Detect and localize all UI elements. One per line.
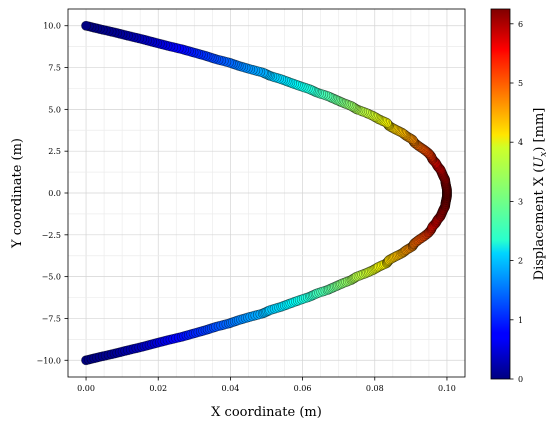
y-tick-label: 2.5 [48,147,61,156]
x-tick-label: 0.04 [222,384,240,393]
colorbar-title-suffix: ) [mm] [532,108,547,152]
colorbar-ticks: 0 1 2 3 4 5 6 [510,20,523,384]
y-tick-label: 10.0 [43,22,61,31]
scatter-points [81,20,452,366]
colorbar-tick-label: 5 [518,79,523,88]
colorbar-tick-label: 4 [518,138,523,147]
colorbar-title-subscript: x [539,152,549,157]
colorbar-bar [490,8,511,380]
y-tick-label: −2.5 [42,231,61,240]
colorbar-tick-label: 3 [518,197,523,206]
colorbar-title-text: Displacement X ( [532,168,547,281]
y-tick-label: 5.0 [48,105,61,114]
scatter-point [81,20,91,31]
x-tick-label: 0.06 [294,384,312,393]
colorbar-tick-label: 6 [518,20,523,29]
x-tick-label: 0.08 [366,384,384,393]
colorbar-tick-label: 2 [518,257,523,266]
y-tick-label: −5.0 [42,273,61,282]
colorbar-tick-label: 1 [518,316,523,325]
x-axis-title: X coordinate (m) [211,405,322,420]
y-tick-label: 0.0 [48,189,61,198]
colorbar-title: Displacement X (Ux) [mm] [532,108,549,281]
colorbar-tick-label: 0 [518,375,523,384]
colorbar: 0 1 2 3 4 5 6 Displacement X (Ux) [mm] [490,8,549,384]
y-axis-title: Y coordinate (m) [10,138,25,249]
plot-area: 0.00 0.02 0.04 0.06 0.08 0.10 10.0 7.5 5.0 2.5 0.… [36,8,466,393]
x-tick-label: 0.00 [77,384,95,393]
y-tick-label: −10.0 [36,356,61,365]
x-tick-label: 0.02 [149,384,167,393]
y-tick-label: 7.5 [48,64,61,73]
x-tick-label: 0.10 [438,384,456,393]
x-axis-ticks: 0.00 0.02 0.04 0.06 0.08 0.10 [77,377,456,393]
y-axis-ticks: 10.0 7.5 5.0 2.5 0.0 −2.5 −5.0 −7.5 −10.0 [36,22,68,365]
colorbar-title-symbol: U [532,156,547,168]
y-tick-label: −7.5 [42,314,61,323]
